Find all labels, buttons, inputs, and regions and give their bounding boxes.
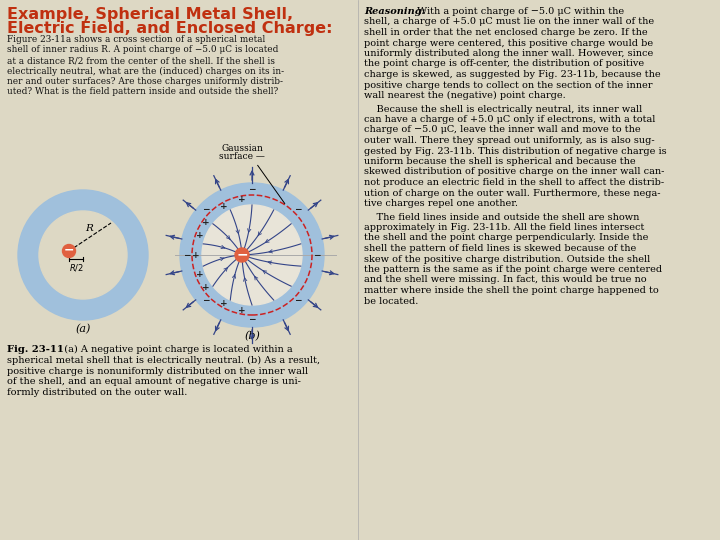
Circle shape: [180, 183, 324, 327]
Circle shape: [202, 205, 302, 305]
Text: +: +: [202, 218, 210, 227]
Text: −: −: [294, 205, 302, 213]
Text: −: −: [64, 244, 74, 257]
Text: +: +: [238, 195, 246, 204]
Text: formly distributed on the outer wall.: formly distributed on the outer wall.: [7, 388, 187, 397]
Text: wall nearest the (negative) point charge.: wall nearest the (negative) point charge…: [364, 91, 566, 100]
Text: the shell and the point charge perpendicularly. Inside the: the shell and the point charge perpendic…: [364, 233, 649, 242]
Text: ner and outer surfaces? Are those charges uniformly distrib-: ner and outer surfaces? Are those charge…: [7, 77, 283, 86]
Text: Reasoning:: Reasoning:: [364, 7, 426, 16]
Text: +: +: [220, 202, 228, 211]
Text: point charge were centered, this positive charge would be: point charge were centered, this positiv…: [364, 38, 653, 48]
Circle shape: [63, 245, 76, 258]
Text: +: +: [220, 299, 228, 308]
Text: −: −: [248, 186, 256, 194]
Text: +: +: [192, 251, 200, 260]
Text: Figure 23-11a shows a cross section of a spherical metal: Figure 23-11a shows a cross section of a…: [7, 35, 265, 44]
Text: be located.: be located.: [364, 296, 418, 306]
Text: uniform because the shell is spherical and because the: uniform because the shell is spherical a…: [364, 157, 636, 166]
Text: and the shell were missing. In fact, this would be true no: and the shell were missing. In fact, thi…: [364, 275, 647, 285]
Text: −: −: [294, 296, 302, 306]
Text: +: +: [196, 231, 203, 240]
Text: The field lines inside and outside the shell are shown: The field lines inside and outside the s…: [364, 213, 639, 221]
Text: tive charges repel one another.: tive charges repel one another.: [364, 199, 518, 208]
Text: −: −: [202, 205, 210, 213]
Text: charge of −5.0 μC, leave the inner wall and move to the: charge of −5.0 μC, leave the inner wall …: [364, 125, 641, 134]
Text: electrically neutral, what are the (induced) charges on its in-: electrically neutral, what are the (indu…: [7, 66, 284, 76]
Text: of the shell, and an equal amount of negative charge is uni-: of the shell, and an equal amount of neg…: [7, 377, 301, 387]
Text: (a) A negative point charge is located within a: (a) A negative point charge is located w…: [58, 345, 292, 354]
Text: −: −: [184, 251, 191, 260]
Circle shape: [18, 190, 148, 320]
Text: gested by Fig. 23-11b. This distribution of negative charge is: gested by Fig. 23-11b. This distribution…: [364, 146, 667, 156]
Text: spherical metal shell that is electrically neutral. (b) As a result,: spherical metal shell that is electrical…: [7, 356, 320, 365]
Text: Gaussian: Gaussian: [221, 144, 263, 153]
Text: ution of charge on the outer wall. Furthermore, these nega-: ution of charge on the outer wall. Furth…: [364, 188, 660, 198]
Text: matter where inside the shell the point charge happened to: matter where inside the shell the point …: [364, 286, 659, 295]
Text: +: +: [202, 282, 210, 292]
Text: −: −: [313, 251, 320, 260]
Text: outer wall. There they spread out uniformly, as is also sug-: outer wall. There they spread out unifor…: [364, 136, 654, 145]
Text: the pattern is the same as if the point charge were centered: the pattern is the same as if the point …: [364, 265, 662, 274]
Circle shape: [39, 211, 127, 299]
Text: the point charge is off-center, the distribution of positive: the point charge is off-center, the dist…: [364, 59, 644, 69]
Text: Because the shell is electrically neutral, its inner wall: Because the shell is electrically neutra…: [364, 105, 642, 113]
Text: charge is skewed, as suggested by Fig. 23-11b, because the: charge is skewed, as suggested by Fig. 2…: [364, 70, 661, 79]
Text: shell of inner radius R. A point charge of −5.0 μC is located: shell of inner radius R. A point charge …: [7, 45, 279, 55]
Text: skew of the positive charge distribution. Outside the shell: skew of the positive charge distribution…: [364, 254, 650, 264]
Text: +: +: [238, 306, 246, 315]
Text: uted? What is the field pattern inside and outside the shell?: uted? What is the field pattern inside a…: [7, 87, 278, 97]
Text: −: −: [236, 247, 248, 261]
Text: uniformly distributed along the inner wall. However, since: uniformly distributed along the inner wa…: [364, 49, 653, 58]
Text: Fig. 23-11: Fig. 23-11: [7, 345, 64, 354]
Text: With a point charge of −5.0 μC within the: With a point charge of −5.0 μC within th…: [414, 7, 624, 16]
Text: can have a charge of +5.0 μC only if electrons, with a total: can have a charge of +5.0 μC only if ele…: [364, 115, 655, 124]
Text: Example, Spherical Metal Shell,: Example, Spherical Metal Shell,: [7, 7, 293, 22]
Text: positive charge is nonuniformly distributed on the inner wall: positive charge is nonuniformly distribu…: [7, 367, 308, 376]
Text: (a): (a): [76, 323, 91, 334]
Text: +: +: [196, 269, 203, 279]
Text: shell, a charge of +5.0 μC must lie on the inner wall of the: shell, a charge of +5.0 μC must lie on t…: [364, 17, 654, 26]
Text: skewed distribution of positive charge on the inner wall can-: skewed distribution of positive charge o…: [364, 167, 665, 177]
Text: $R/2$: $R/2$: [68, 262, 84, 273]
Text: shell the pattern of field lines is skewed because of the: shell the pattern of field lines is skew…: [364, 244, 636, 253]
Text: shell in order that the net enclosed charge be zero. If the: shell in order that the net enclosed cha…: [364, 28, 647, 37]
Text: approximately in Fig. 23-11b. All the field lines intersect: approximately in Fig. 23-11b. All the fi…: [364, 223, 644, 232]
Text: −: −: [248, 315, 256, 325]
Text: surface —: surface —: [219, 152, 265, 161]
Text: not produce an electric field in the shell to affect the distrib-: not produce an electric field in the she…: [364, 178, 664, 187]
Text: (b): (b): [244, 330, 260, 341]
Text: positive charge tends to collect on the section of the inner: positive charge tends to collect on the …: [364, 80, 652, 90]
Text: R: R: [85, 224, 93, 233]
Text: Electric Field, and Enclosed Charge:: Electric Field, and Enclosed Charge:: [7, 21, 333, 36]
Text: −: −: [202, 296, 210, 306]
Circle shape: [235, 248, 249, 262]
Text: at a distance R/2 from the center of the shell. If the shell is: at a distance R/2 from the center of the…: [7, 56, 275, 65]
